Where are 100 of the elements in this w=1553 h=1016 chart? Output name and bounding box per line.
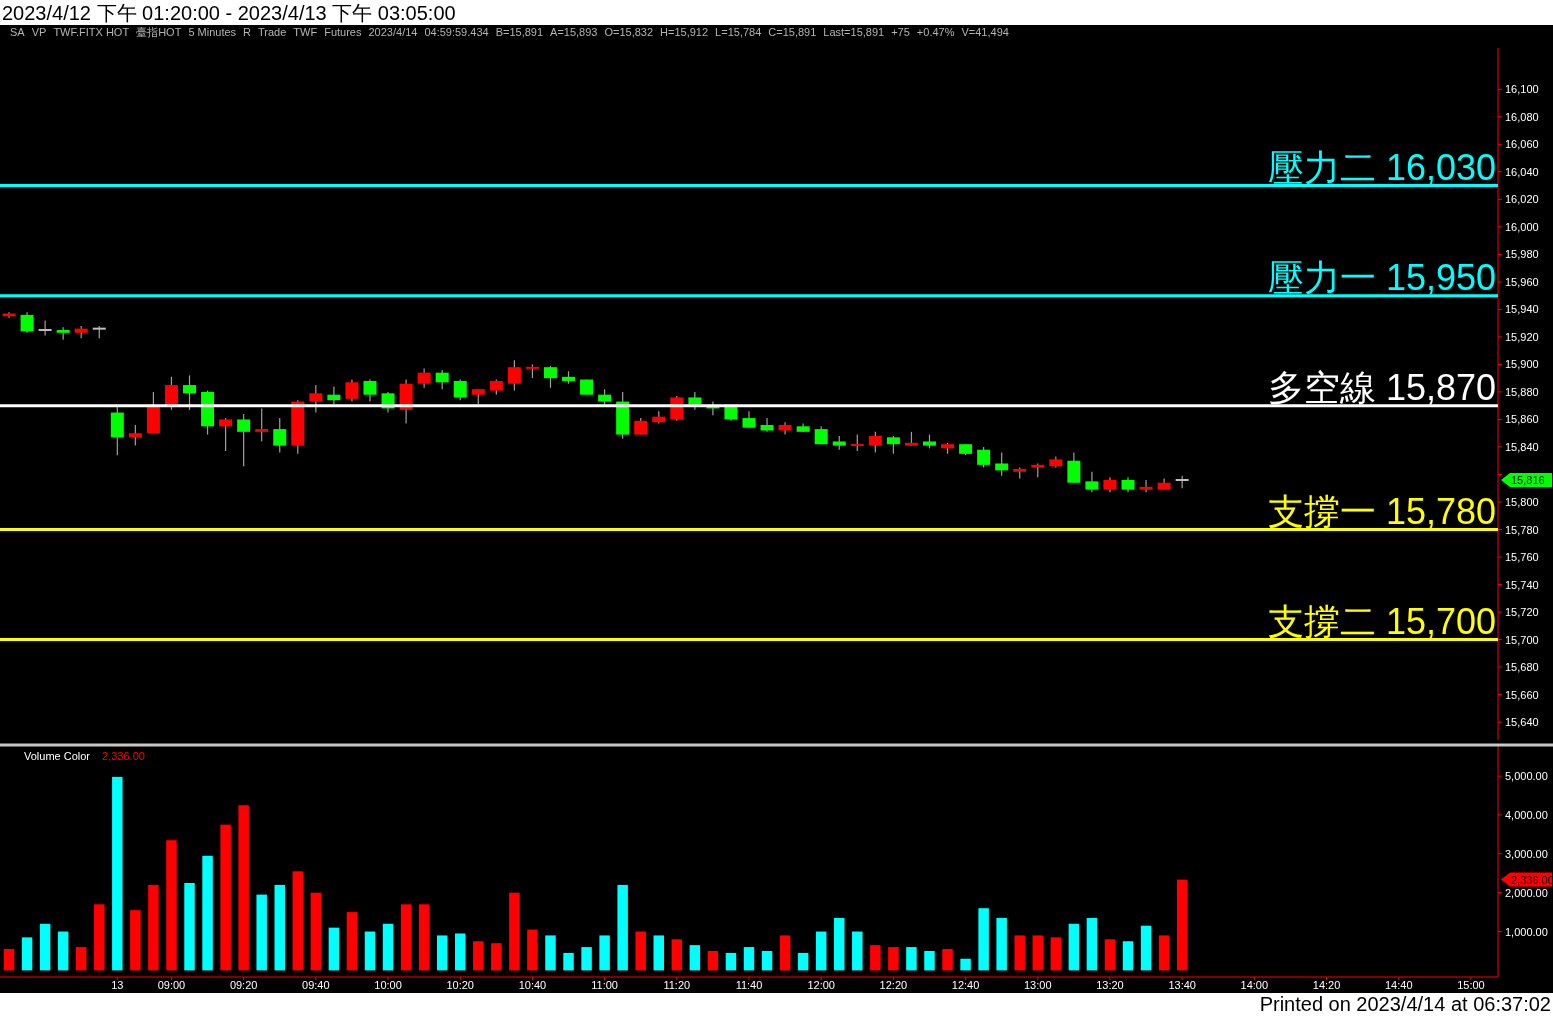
x-tick-label: 10:00 <box>374 979 402 991</box>
candlestick <box>273 417 287 454</box>
candlestick <box>219 417 233 452</box>
bar <box>21 937 33 971</box>
bar <box>599 935 610 971</box>
bar <box>509 892 520 971</box>
x-tick-label: 09:40 <box>302 979 330 991</box>
text: Trade <box>258 26 287 38</box>
x-tick-label: 14:20 <box>1312 979 1341 991</box>
bar <box>202 855 213 971</box>
bar <box>743 947 755 971</box>
candlestick <box>327 385 341 405</box>
bar <box>527 929 538 971</box>
candlestick <box>1139 479 1153 493</box>
candlestick <box>760 417 774 433</box>
candlestick <box>1067 451 1081 484</box>
candlestick <box>543 365 557 389</box>
y-tick-label: 1,000.00 <box>1505 925 1548 938</box>
bar <box>978 908 989 971</box>
bar <box>39 923 51 971</box>
text: C=15,891 <box>768 26 817 38</box>
text: R <box>243 26 252 38</box>
bar <box>1176 879 1188 971</box>
text: 2023/4/14 <box>368 26 418 38</box>
y-tick-label: 15,940 <box>1505 303 1539 316</box>
text: B=15,891 <box>495 26 544 38</box>
text: 臺指HOT <box>136 26 182 38</box>
x-tick-label: 11:00 <box>591 979 618 991</box>
candlestick <box>37 319 53 337</box>
y-tick-label: 15,840 <box>1505 440 1539 453</box>
y-tick-label: 15,860 <box>1505 413 1539 426</box>
candlestick <box>778 421 792 436</box>
bar <box>815 931 827 971</box>
y-tick-label: 15,640 <box>1505 716 1539 729</box>
bar <box>3 949 15 971</box>
bar <box>310 892 322 971</box>
y-tick-label: 15,980 <box>1505 248 1539 261</box>
text: V=41,494 <box>961 26 1009 38</box>
candlestick <box>128 424 142 447</box>
text: O=15,832 <box>604 26 654 38</box>
y-tick-label: 15,880 <box>1505 385 1539 398</box>
x-tick-label: 15:00 <box>1457 979 1485 991</box>
x-tick-label: 13:40 <box>1168 979 1196 991</box>
y-tick-label: 15,900 <box>1505 358 1539 371</box>
bar <box>1068 923 1080 971</box>
y-tick-label: 5,000.00 <box>1505 770 1548 783</box>
candlestick <box>20 311 34 334</box>
bar <box>545 935 556 971</box>
bar <box>112 776 123 971</box>
y-tick-label: 16,080 <box>1505 110 1539 123</box>
ref-line-label: 支撐一 15,780 <box>1267 490 1496 532</box>
x-tick-label: 12:40 <box>951 979 980 991</box>
bar <box>671 939 683 971</box>
text: TWF <box>293 26 318 38</box>
candlestick <box>183 374 196 411</box>
chart-title: 2023/4/12 下午 01:20:00 - 2023/4/13 下午 03:05:00 <box>2 2 456 24</box>
y-tick-label: 15,740 <box>1505 578 1539 591</box>
bar <box>75 947 87 971</box>
x-tick-label: 12:00 <box>807 979 835 991</box>
candlestick <box>995 451 1009 477</box>
bar <box>581 947 592 971</box>
bar <box>1158 935 1170 971</box>
x-tick-label: 13 <box>111 979 124 991</box>
bar <box>1014 935 1025 971</box>
bar <box>184 882 195 971</box>
bar <box>364 931 376 971</box>
bar <box>906 947 917 971</box>
candlestick <box>977 446 991 469</box>
candlestick <box>417 367 431 389</box>
bar <box>1104 939 1116 971</box>
y-tick-label: 15,700 <box>1505 633 1539 646</box>
text: 15,816 <box>1511 473 1545 486</box>
bar <box>761 950 773 971</box>
bar <box>1140 925 1152 971</box>
ref-line-label: 支撐二 15,700 <box>1267 600 1496 642</box>
bar <box>130 910 141 971</box>
text: H=15,912 <box>660 26 709 38</box>
x-tick-label: 10:40 <box>518 979 547 991</box>
text: Futures <box>324 26 362 38</box>
y-tick-label: 16,100 <box>1505 83 1539 96</box>
bar <box>328 927 340 971</box>
bar <box>852 931 863 971</box>
bar <box>400 904 412 971</box>
candlestick <box>363 378 377 403</box>
text: L=15,784 <box>715 26 762 38</box>
candlestick <box>255 407 269 443</box>
bar <box>834 917 845 971</box>
y-tick-label: 16,020 <box>1505 193 1539 206</box>
bar <box>779 935 791 971</box>
candlestick <box>435 369 449 390</box>
x-tick-label: 13:00 <box>1024 979 1052 991</box>
y-tick-label: 15,760 <box>1505 551 1539 564</box>
bar <box>346 912 358 971</box>
bar <box>57 931 69 971</box>
bar <box>94 904 105 971</box>
ref-line-label: 壓力一 15,950 <box>1267 256 1496 298</box>
x-tick-label: 10:20 <box>446 979 474 991</box>
y-tick-label: 16,060 <box>1505 138 1539 151</box>
bar <box>166 840 177 971</box>
x-tick-label: 11:20 <box>663 979 691 991</box>
